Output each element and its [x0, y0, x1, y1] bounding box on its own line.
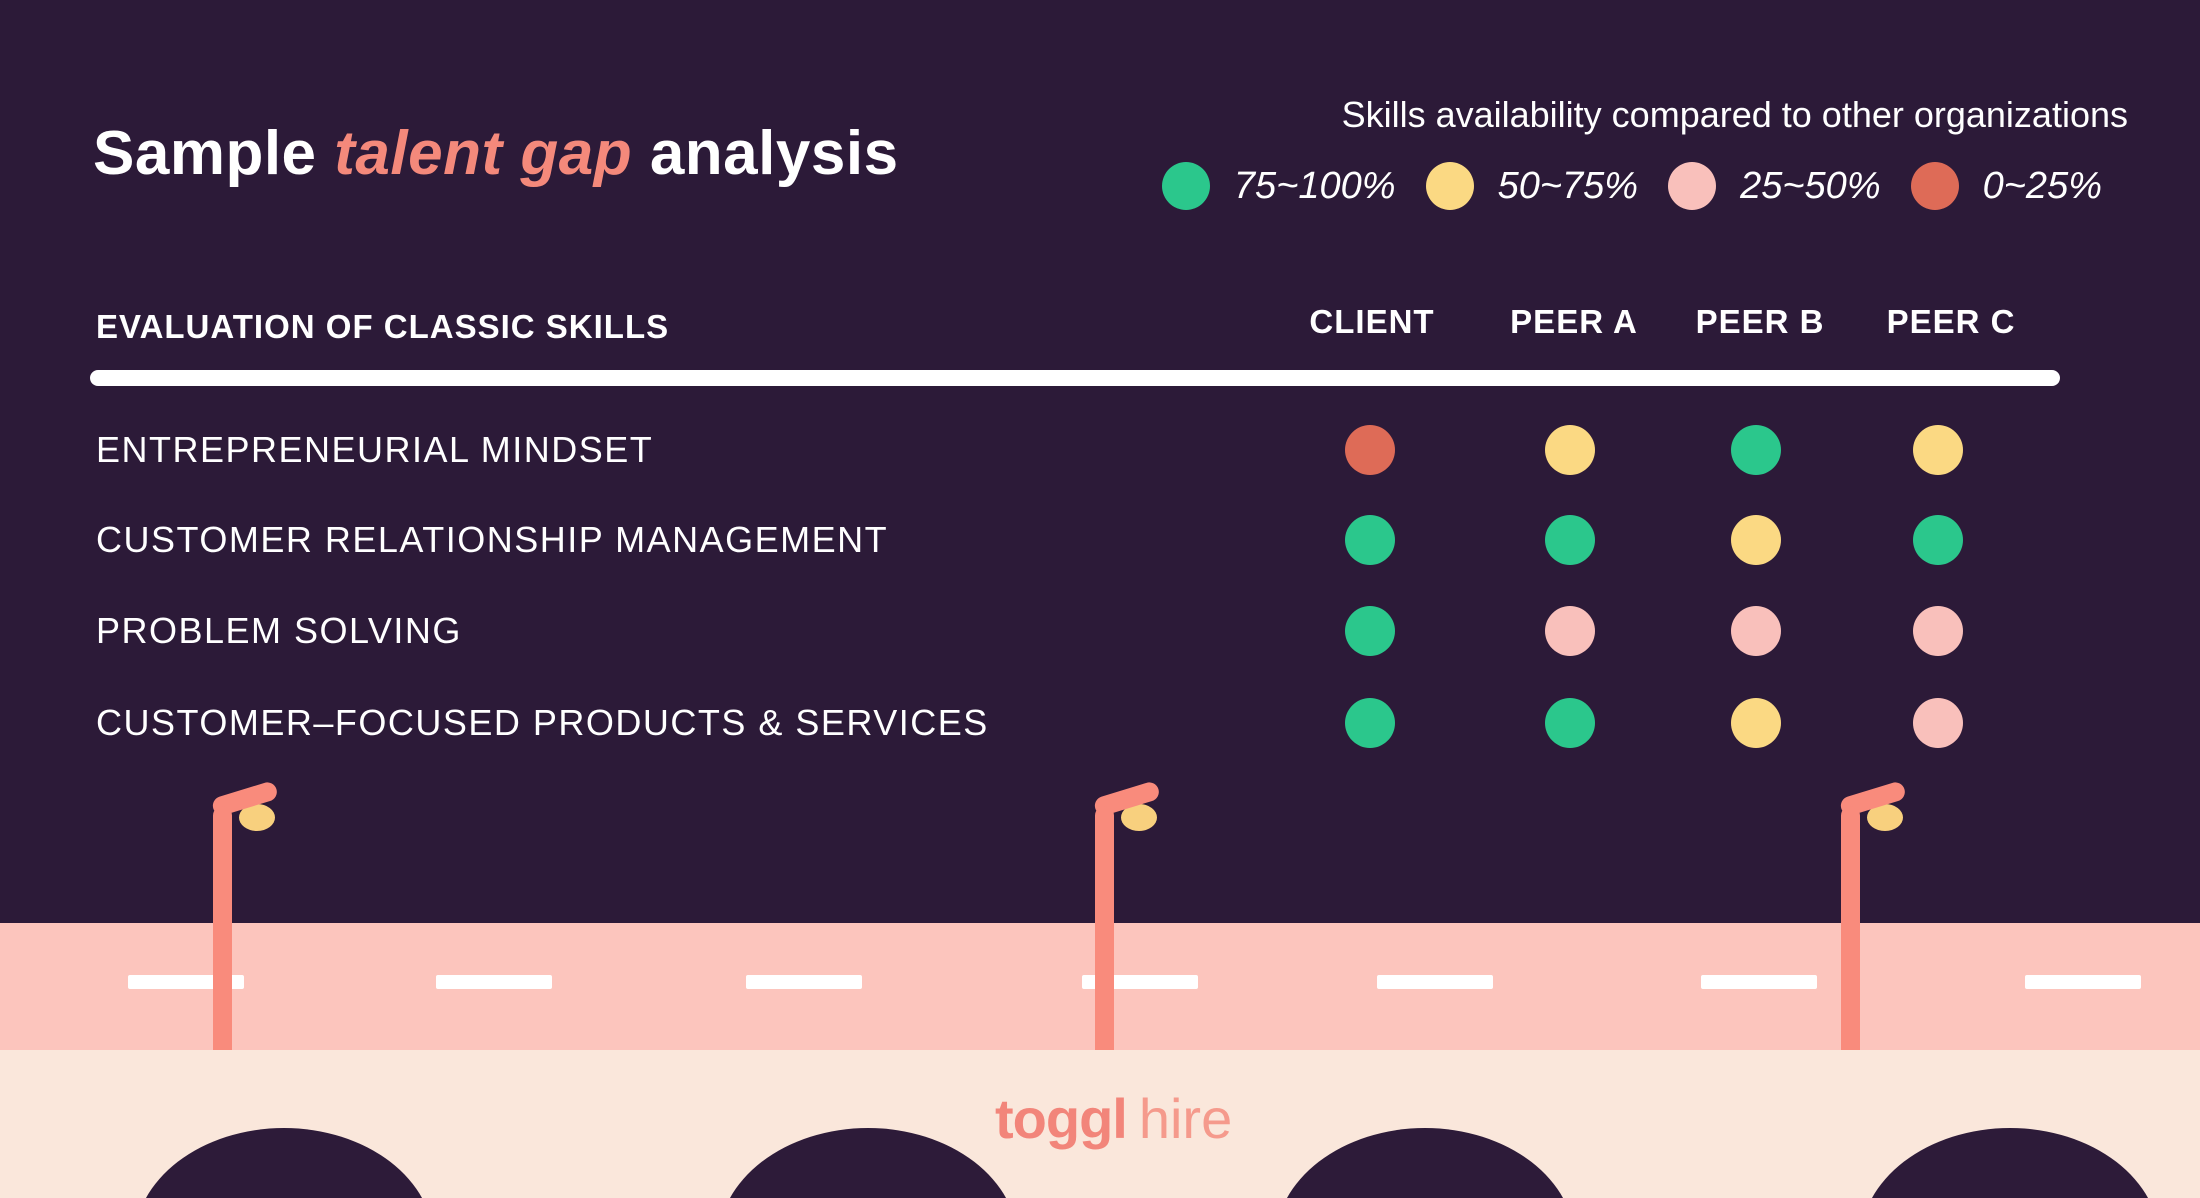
legend-dot-red-icon	[1910, 162, 1959, 210]
road-dash	[2025, 975, 2141, 989]
lamp-pole	[1095, 806, 1114, 1050]
logo-toggl: toggl	[995, 1087, 1128, 1150]
legend-label: 25~50%	[1740, 164, 1881, 207]
rating-dot	[1345, 606, 1395, 656]
rating-dot	[1545, 515, 1595, 565]
column-header-client: CLIENT	[1309, 303, 1435, 340]
row-label-problem-solving: PROBLEM SOLVING	[96, 610, 462, 651]
legend-dot-yellow-icon	[1425, 162, 1474, 210]
road-dash	[1377, 975, 1493, 989]
row-label-customer-focused-products-services: CUSTOMER–FOCUSED PRODUCTS & SERVICES	[96, 702, 989, 743]
legend-item-red: 0~25%	[1910, 162, 2102, 210]
legend: 75~100% 50~75% 25~50% 0~25%	[1161, 162, 2102, 210]
title-suffix: analysis	[632, 118, 899, 188]
legend-item-pink: 25~50%	[1668, 162, 1881, 210]
rating-dot	[1913, 515, 1963, 565]
rating-dot	[1913, 425, 1963, 475]
lamp-pole	[213, 806, 232, 1050]
rating-dot	[1731, 698, 1781, 748]
street-lamp-icon	[1092, 780, 1205, 1050]
rating-dot	[1545, 698, 1595, 748]
legend-label: 0~25%	[1982, 164, 2102, 207]
header-divider	[90, 370, 2060, 386]
rating-dot	[1345, 698, 1395, 748]
title-highlight: talent gap	[334, 118, 633, 188]
rating-dot	[1731, 425, 1781, 475]
row-label-entrepreneurial-mindset: ENTREPRENEURIAL MINDSET	[96, 429, 654, 470]
street-lamp-icon	[210, 780, 323, 1050]
legend-item-yellow: 50~75%	[1425, 162, 1639, 210]
legend-item-green: 75~100%	[1161, 162, 1396, 210]
legend-heading: Skills availability compared to other or…	[1341, 94, 2128, 135]
rating-dot	[1913, 698, 1963, 748]
column-header-peer-c: PEER C	[1886, 303, 2016, 340]
lamp-pole	[1841, 806, 1860, 1050]
legend-label: 75~100%	[1233, 164, 1396, 207]
rating-dot	[1545, 606, 1595, 656]
logo-hire: hire	[1138, 1087, 1233, 1150]
page-title: Sample talent gap analysis	[93, 118, 899, 189]
legend-dot-pink-icon	[1668, 162, 1717, 210]
section-title: EVALUATION OF CLASSIC SKILLS	[96, 308, 670, 345]
rating-dot	[1345, 515, 1395, 565]
row-label-customer-relationship-management: CUSTOMER RELATIONSHIP MANAGEMENT	[96, 519, 889, 560]
road-dash	[746, 975, 862, 989]
column-header-peer-a: PEER A	[1510, 303, 1638, 340]
road-dash	[436, 975, 552, 989]
legend-label: 50~75%	[1497, 164, 1639, 207]
rating-dot	[1545, 425, 1595, 475]
column-header-peer-b: PEER B	[1695, 303, 1825, 340]
rating-dot	[1345, 425, 1395, 475]
legend-dot-green-icon	[1161, 162, 1210, 210]
street-lamp-icon	[1838, 780, 1951, 1050]
rating-dot	[1731, 606, 1781, 656]
road-dash	[1701, 975, 1817, 989]
toggl-hire-logo: toggl hire	[995, 1086, 1232, 1151]
rating-dot	[1731, 515, 1781, 565]
title-prefix: Sample	[93, 118, 335, 188]
rating-dot	[1913, 606, 1963, 656]
